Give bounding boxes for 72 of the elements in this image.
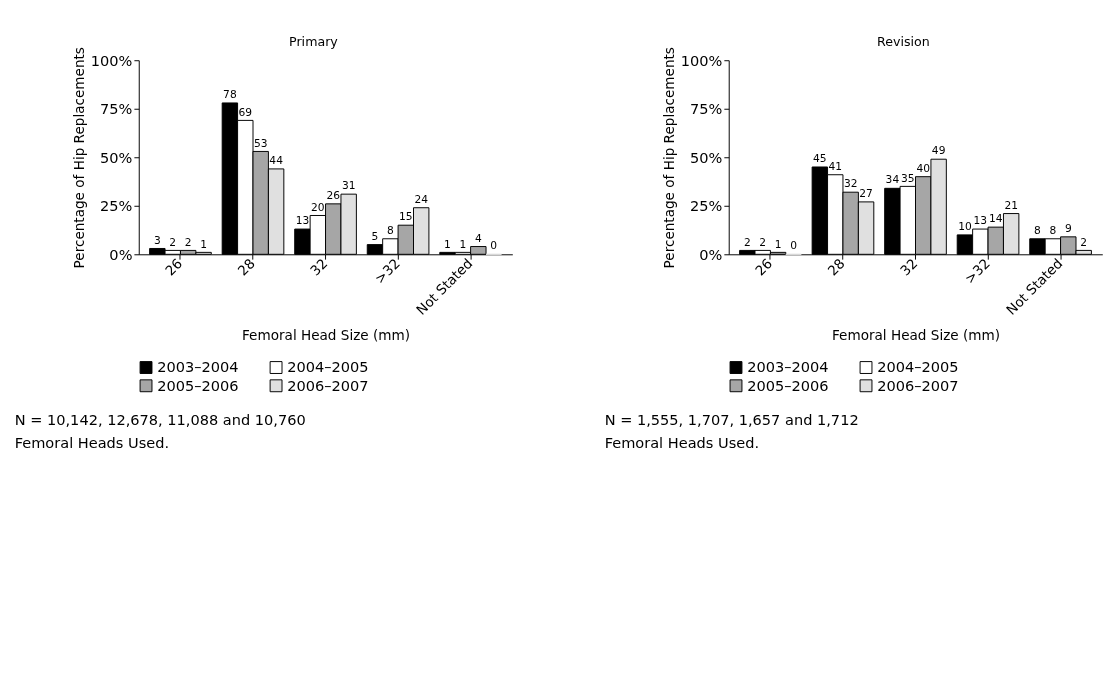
y-axis-title: Percentage of Hip Replacements: [71, 47, 88, 269]
chart-title: Primary: [289, 33, 339, 49]
y-tick-label: 25%: [100, 197, 133, 215]
data-label: 44: [269, 154, 284, 168]
text: N = 10,142, 12,678, 11,088 and 10,760 Femoral Heads Used.: [14, 411, 306, 452]
y-tick-label: 100%: [90, 51, 133, 69]
data-label: 31: [341, 179, 356, 193]
legend-label: 2006–2007: [877, 376, 959, 394]
data-label: 40: [916, 161, 931, 175]
x-axis-title: Femoral Head Size (mm): [242, 327, 411, 344]
legend-label: 2006–2007: [287, 376, 369, 394]
data-label: 13: [295, 214, 310, 228]
data-label: 2: [184, 235, 192, 249]
data-label: 10: [958, 220, 972, 234]
y-tick-label: 75%: [100, 100, 133, 118]
data-label: 2: [169, 235, 177, 249]
data-label: 14: [988, 212, 1003, 226]
data-label: 53: [253, 136, 268, 150]
data-label: 4: [474, 231, 482, 245]
data-label: 0: [790, 239, 798, 253]
legend-label: 2003–2004: [747, 358, 829, 376]
data-label: 69: [238, 105, 253, 119]
x-tick-label: 26: [161, 255, 186, 279]
data-label: 24: [414, 192, 429, 206]
data-label: 0: [490, 239, 498, 253]
x-tick-label: 32: [306, 255, 331, 279]
y-tick-label: 75%: [690, 100, 723, 118]
y-tick-label: 0%: [109, 245, 133, 263]
data-label: 8: [1049, 223, 1057, 237]
data-label: 1: [200, 237, 207, 251]
data-label: 41: [828, 159, 843, 173]
chart-title: Revision: [877, 33, 930, 49]
data-label: 8: [1034, 223, 1042, 237]
x-tick-label: 26: [751, 255, 776, 279]
data-label: 1: [774, 237, 782, 251]
data-label: 20: [311, 200, 325, 214]
data-label: 78: [223, 88, 237, 102]
text: N = 1,555, 1,707, 1,657 and 1,712 Femoral Heads Used.: [604, 411, 859, 452]
legend-label: 2004–2005: [877, 358, 959, 376]
data-label: 21: [1004, 198, 1018, 212]
data-label: 15: [399, 210, 413, 224]
legend-label: 2005–2006: [747, 376, 829, 394]
x-axis-title: Femoral Head Size (mm): [831, 327, 1000, 344]
y-axis-title: Percentage of Hip Replacements: [661, 47, 678, 269]
data-label: 5: [371, 229, 379, 243]
data-label: 32: [843, 177, 858, 191]
legend-label: 2005–2006: [157, 376, 239, 394]
data-label: 34: [885, 173, 900, 187]
data-label: 1: [459, 237, 467, 251]
legend-label: 2004–2005: [287, 358, 369, 376]
data-label: 2: [743, 235, 751, 249]
data-label: 35: [901, 171, 915, 185]
data-label: 45: [813, 152, 827, 166]
y-tick-label: 50%: [100, 148, 133, 166]
x-tick-label: 28: [234, 255, 258, 279]
y-tick-label: 0%: [699, 245, 723, 263]
data-label: 2: [759, 235, 767, 249]
data-label: 1: [444, 237, 451, 251]
data-label: 49: [931, 144, 946, 158]
data-label: 27: [859, 187, 873, 201]
x-tick-label: 32: [896, 255, 921, 279]
data-label: 8: [386, 223, 394, 237]
data-label: 26: [326, 188, 341, 202]
x-tick-label: 28: [824, 255, 848, 279]
data-label: 3: [153, 233, 161, 247]
data-label: 2: [1080, 235, 1088, 249]
y-tick-label: 25%: [690, 197, 723, 215]
y-tick-label: 100%: [680, 51, 723, 69]
data-label: 13: [973, 214, 988, 228]
y-tick-label: 50%: [690, 148, 723, 166]
legend-label: 2003–2004: [157, 358, 239, 376]
data-label: 9: [1064, 221, 1072, 235]
